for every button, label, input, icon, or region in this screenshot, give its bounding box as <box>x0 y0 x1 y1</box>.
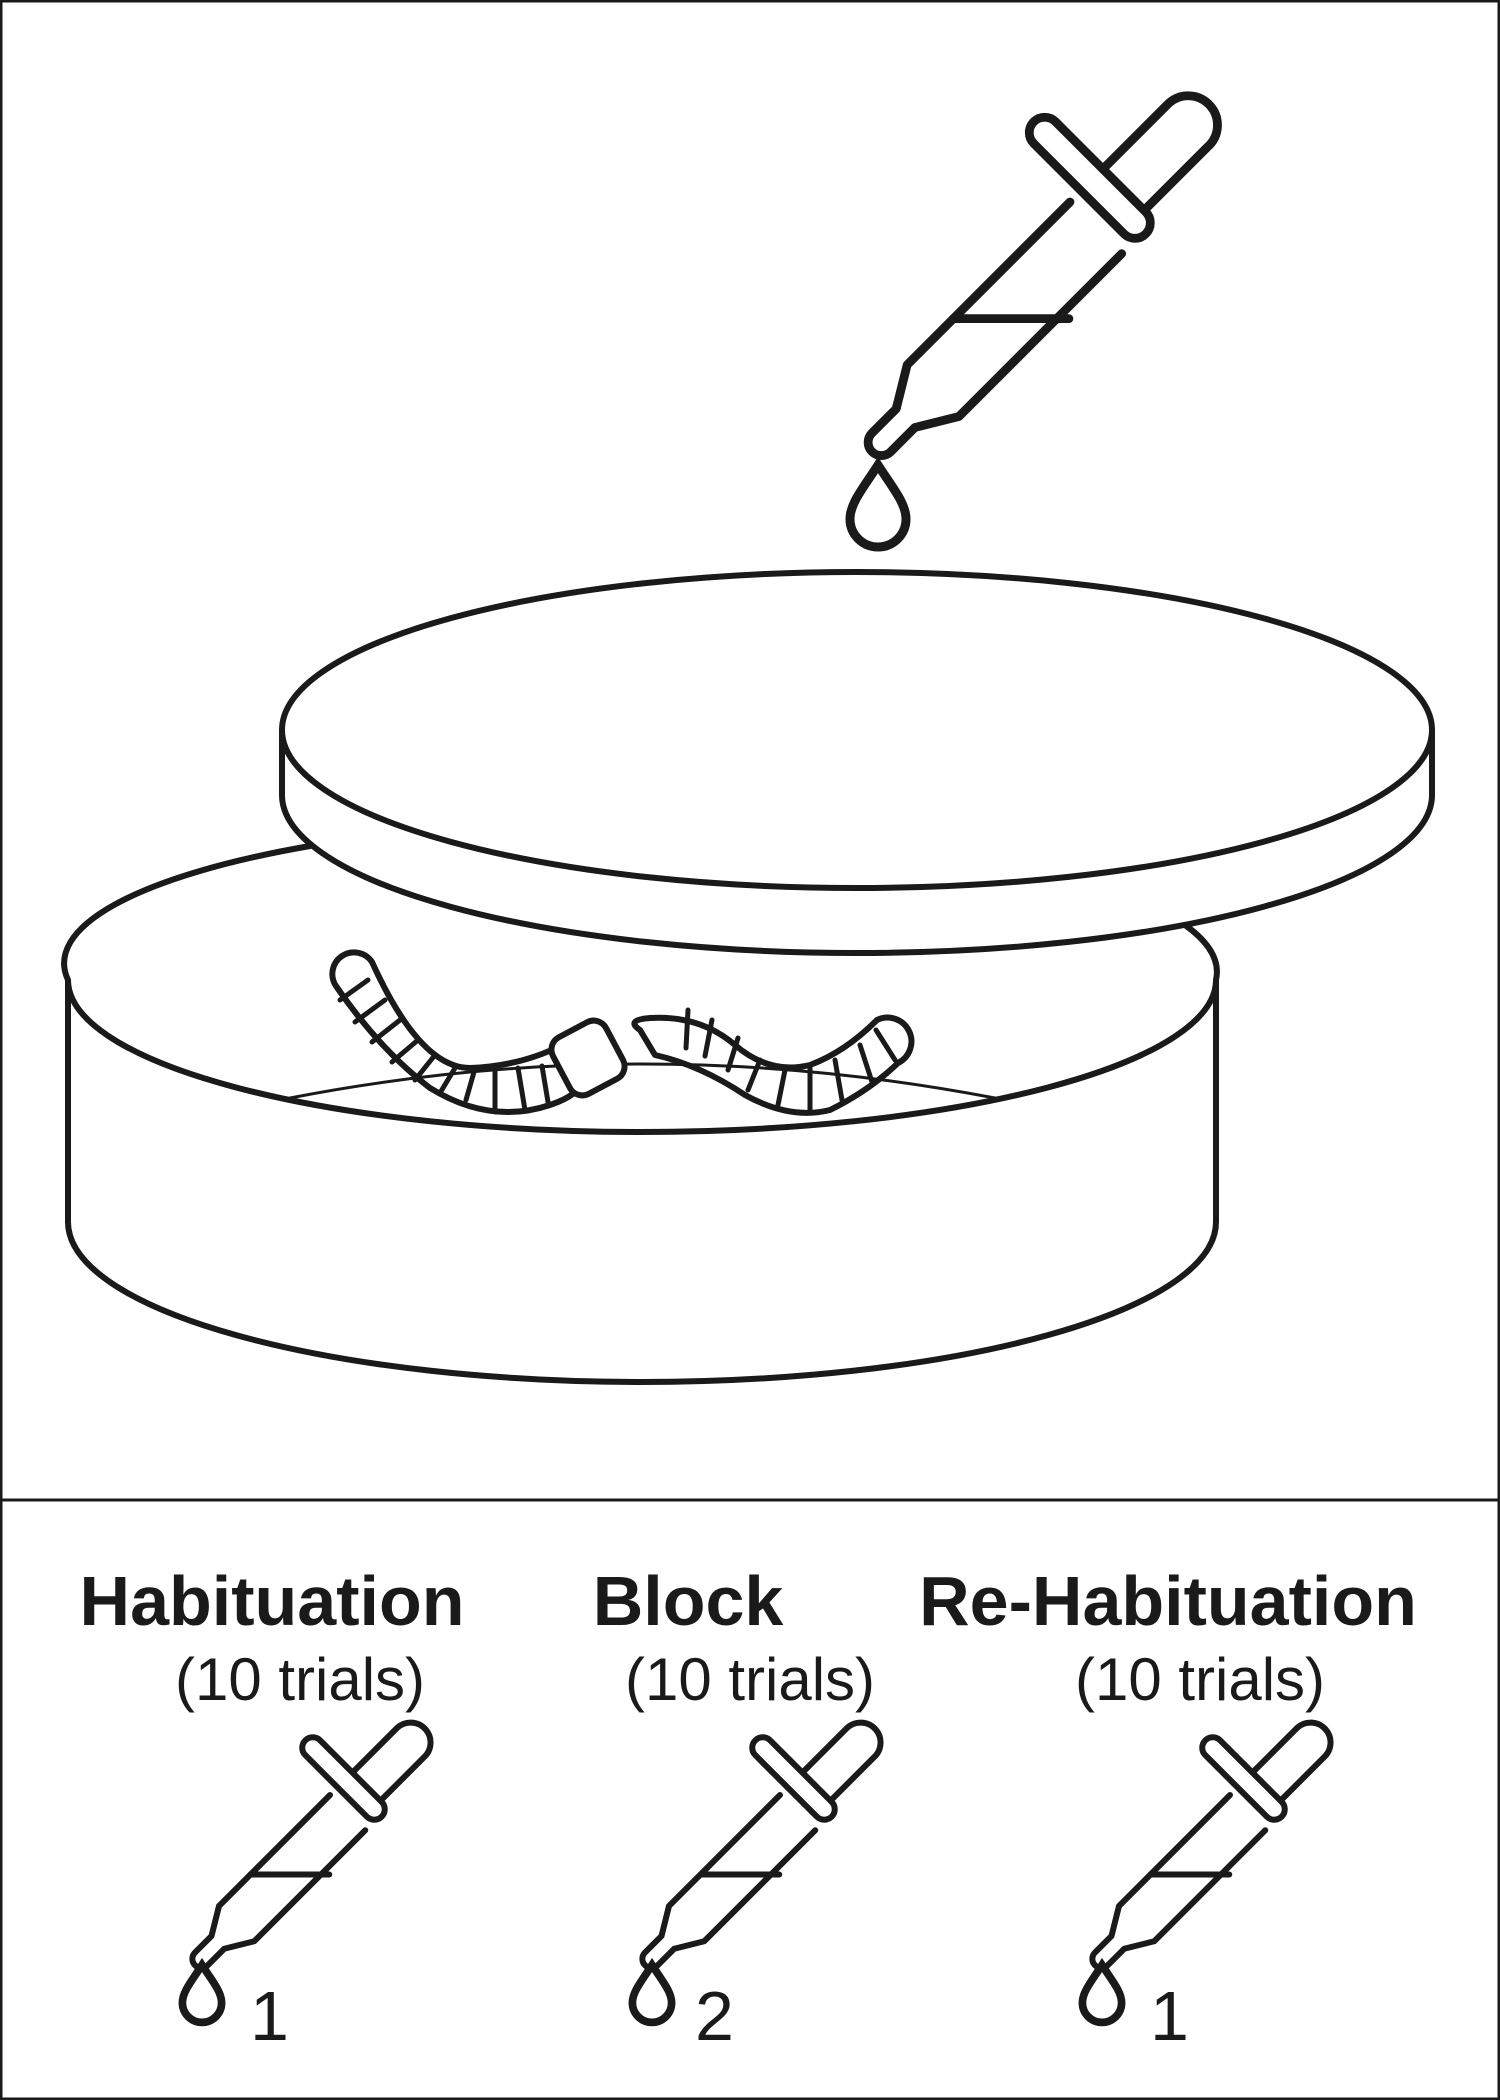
petri-dish-lid <box>279 569 1435 956</box>
drop-count: 1 <box>1150 1977 1189 2055</box>
drop-icon <box>182 1965 221 2022</box>
drop-count: 2 <box>695 1977 734 2055</box>
worm <box>329 949 915 1116</box>
dropper-icon <box>192 1723 430 1968</box>
phase-trials: (10 trials) <box>1075 1646 1325 1713</box>
phase-title: Block <box>593 1562 784 1640</box>
drop-count: 1 <box>250 1977 289 2055</box>
drop-icon <box>632 1965 671 2022</box>
phase-title: Habituation <box>80 1562 465 1640</box>
dropper-icon <box>642 1723 880 1968</box>
phase-habituation: Habituation (10 trials) 1 <box>80 1562 465 2055</box>
drop-icon <box>1082 1965 1121 2022</box>
petri-dish-base <box>61 843 1220 1385</box>
phase-trials: (10 trials) <box>175 1646 425 1713</box>
phase-block: Block (10 trials) 2 <box>593 1562 881 2055</box>
drop-icon <box>850 465 906 547</box>
dropper-icon <box>1092 1723 1330 1968</box>
phase-trials: (10 trials) <box>625 1646 875 1713</box>
phase-re-habituation: Re-Habituation (10 trials) 1 <box>919 1562 1417 2055</box>
phase-title: Re-Habituation <box>919 1562 1417 1640</box>
dropper-icon <box>868 96 1217 456</box>
